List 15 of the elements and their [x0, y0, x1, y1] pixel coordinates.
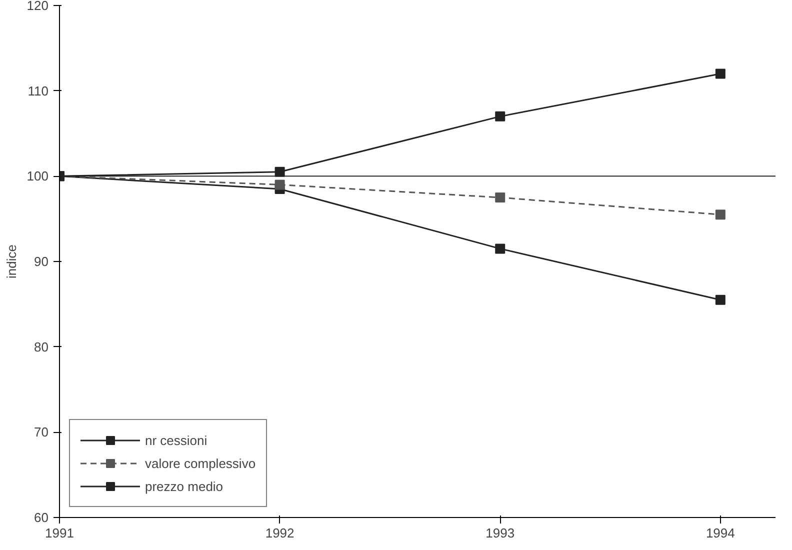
x-tick-label: 1992 — [265, 526, 294, 540]
x-tick-label: 1991 — [45, 526, 74, 540]
legend-label: prezzo medio — [145, 478, 224, 494]
y-tick-label: 60 — [34, 510, 49, 525]
y-tick-label: 90 — [34, 254, 49, 269]
x-tick-label: 1994 — [706, 526, 735, 540]
y-tick-label: 70 — [34, 424, 49, 440]
x-tick-label: 1993 — [486, 526, 515, 540]
legend-label: nr cessioni — [145, 432, 208, 448]
y-tick-label: 120 — [26, 0, 49, 13]
y-axis-title: indice — [4, 244, 19, 278]
y-tick-label: 80 — [34, 339, 49, 354]
y-tick-label: 100 — [26, 168, 49, 184]
legend-label: valore complessivo — [145, 456, 256, 470]
y-tick-label: 110 — [28, 83, 49, 98]
